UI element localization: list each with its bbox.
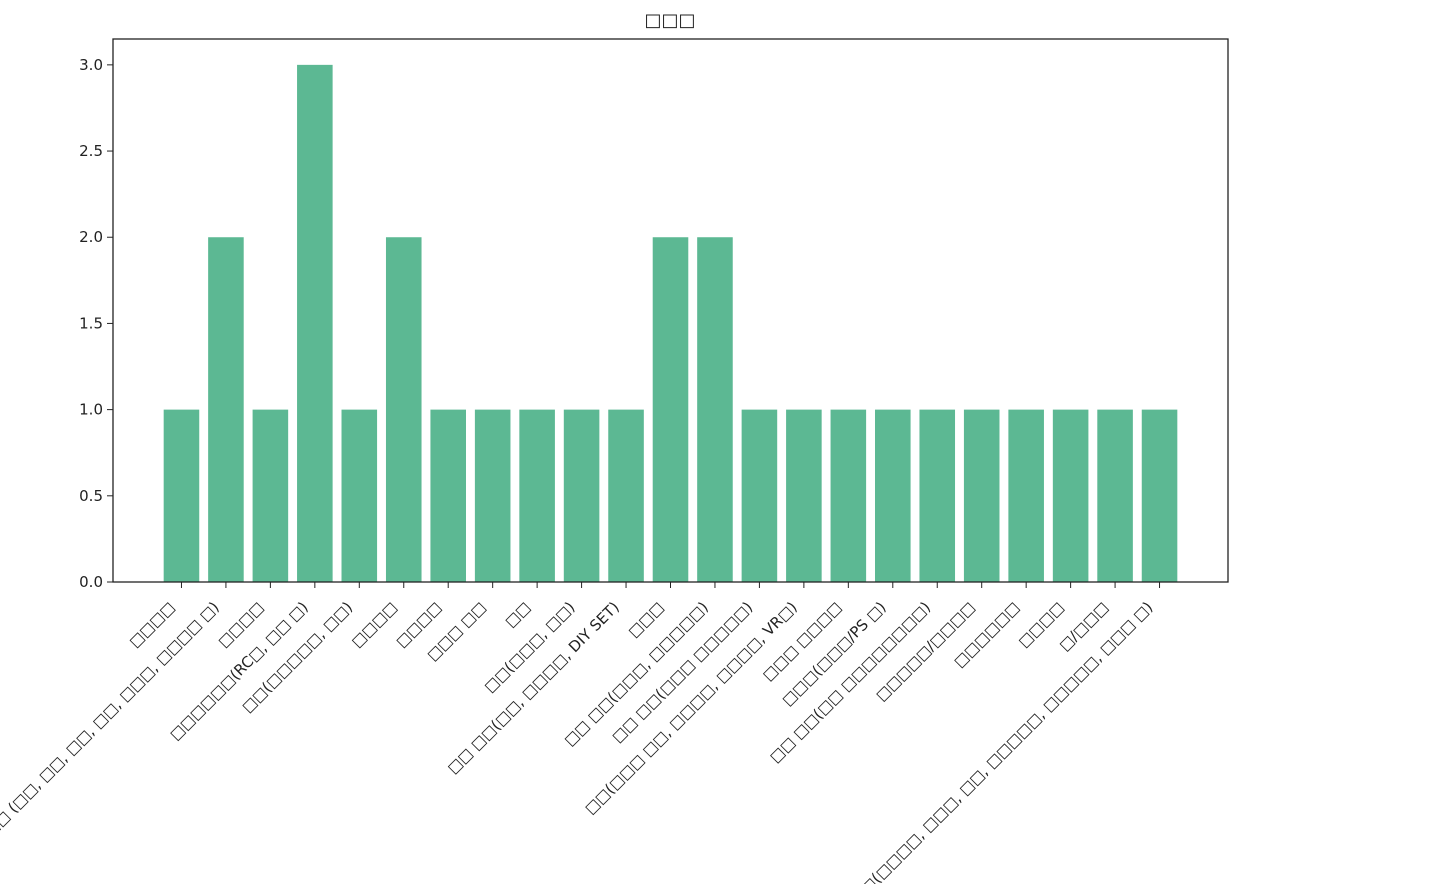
bar <box>519 409 555 582</box>
y-tick-label: 1.0 <box>79 401 103 419</box>
bar <box>1052 409 1089 582</box>
x-tick-label: □□ □□(□□ □□□□□□□□) <box>766 598 934 766</box>
bar <box>741 409 778 582</box>
bar <box>341 409 378 582</box>
bar <box>963 409 1000 582</box>
bar <box>208 237 244 582</box>
y-tick-label: 3.0 <box>79 56 103 74</box>
bar <box>786 409 822 582</box>
x-tick-label: □□□□ <box>348 598 401 651</box>
bar <box>252 409 289 582</box>
bar <box>652 237 689 582</box>
bar <box>297 64 333 583</box>
bar <box>830 409 867 582</box>
bar <box>697 237 733 582</box>
bar <box>474 409 511 582</box>
x-tick-label: □□□ <box>625 598 668 641</box>
x-tick-label: □□□ □□□□ <box>759 598 845 684</box>
x-tick-label: □□ <box>501 598 534 631</box>
bar <box>430 409 466 582</box>
bar <box>163 409 200 582</box>
bar <box>875 409 911 582</box>
y-tick-label: 2.5 <box>79 142 103 160</box>
y-tick-label: 2.0 <box>79 228 103 246</box>
bar <box>1008 409 1044 582</box>
y-tick-label: 0.5 <box>79 487 103 505</box>
y-tick-label: 1.5 <box>79 314 103 332</box>
bar <box>1141 409 1178 582</box>
x-tick-label: □□□□□ (□□, □□, □□, □□, □□□, □□□□ □) <box>0 598 223 870</box>
chart-title: □□□ <box>644 10 695 31</box>
plot-frame <box>112 38 1229 583</box>
bar <box>563 409 600 582</box>
bar <box>919 409 956 582</box>
bar <box>385 237 422 582</box>
y-tick-label: 0.0 <box>79 573 103 591</box>
bar <box>1097 409 1133 582</box>
bar <box>608 409 644 582</box>
